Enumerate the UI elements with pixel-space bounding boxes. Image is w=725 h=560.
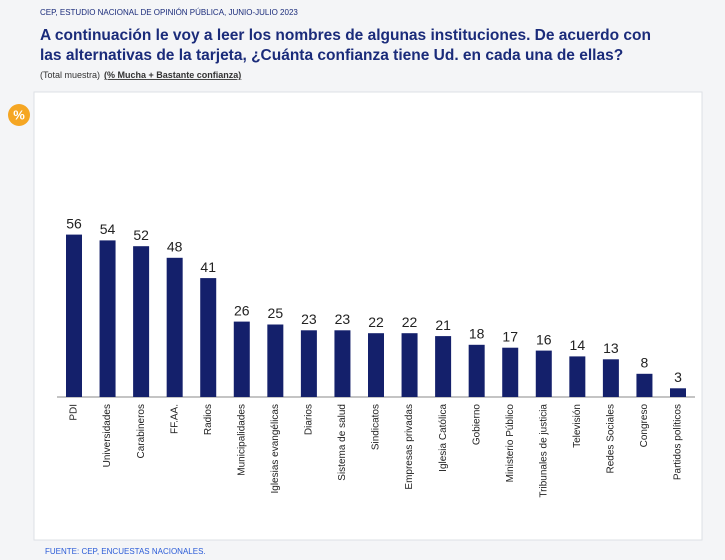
bar [66,234,82,397]
value-label: 13 [603,340,619,356]
value-label: 41 [200,259,216,275]
bar [99,240,116,397]
percent-badge [8,104,30,126]
bar [166,257,183,397]
value-label: 14 [570,337,586,353]
bar [200,278,217,397]
source: FUENTE: CEP, ENCUESTAS NACIONALES. [45,547,206,556]
bar [267,324,284,397]
x-tick-label: Radios [203,404,214,435]
x-tick-label: Universidades [102,404,113,467]
value-label: 52 [133,227,149,243]
subtitle: (Total muestra) (% Mucha + Bastante confi… [40,70,241,80]
x-tick-label: Sindicatos [371,404,382,450]
x-tick-label: FF.AA. [169,404,180,434]
value-label: 54 [100,221,116,237]
x-tick-label: Partidos políticos [673,404,684,480]
x-tick-label: Empresas privadas [404,404,415,490]
value-label: 23 [335,311,351,327]
bar [468,344,485,397]
badge-text: % [13,107,25,122]
value-label: 21 [435,317,451,333]
bar [535,350,552,397]
value-label: 25 [268,305,284,321]
value-label: 22 [368,314,384,330]
value-label: 18 [469,326,485,342]
bar [502,347,519,397]
x-tick-label: Diarios [304,404,315,435]
subtitle-bold: (% Mucha + Bastante confianza) [104,70,241,80]
subtitle-plain: (Total muestra) [40,70,100,80]
bar [300,330,317,397]
bar [602,359,619,397]
x-tick-label: Redes Sociales [606,404,617,473]
value-label: 17 [502,328,518,344]
bar [368,333,384,397]
bar [636,373,653,397]
bar [569,356,586,397]
x-tick-label: Televisión [572,404,583,448]
x-tick-label: PDI [69,404,80,421]
x-tick-label: Tribunales de justicia [538,404,549,498]
title-line: A continuación le voy a leer los nombres… [40,27,651,44]
value-label: 3 [674,369,682,385]
value-label: 56 [66,215,82,231]
title-line: las alternativas de la tarjeta, ¿Cuánta … [40,47,623,64]
x-tick-label: Municipalidades [236,404,247,476]
x-tick-label: Ministerio Público [505,404,516,483]
value-label: 8 [641,355,649,371]
header: CEP, ESTUDIO NACIONAL DE OPINIÓN PÚBLICA… [40,8,298,17]
bar [670,388,686,397]
bar [401,333,418,397]
x-tick-label: Carabineros [136,404,147,458]
value-label: 26 [234,302,250,318]
value-label: 23 [301,311,317,327]
x-tick-label: Congreso [639,404,650,448]
x-tick-label: Sistema de salud [337,404,348,481]
x-tick-label: Gobierno [471,404,482,446]
bar [233,321,250,397]
x-tick-label: Iglesia Católica [438,404,449,472]
value-label: 48 [167,239,183,255]
bar [435,336,452,397]
x-tick-label: Iglesias evangélicas [270,404,281,494]
value-label: 22 [402,314,418,330]
value-label: 16 [536,331,552,347]
bar [133,246,150,397]
bar [334,330,351,397]
